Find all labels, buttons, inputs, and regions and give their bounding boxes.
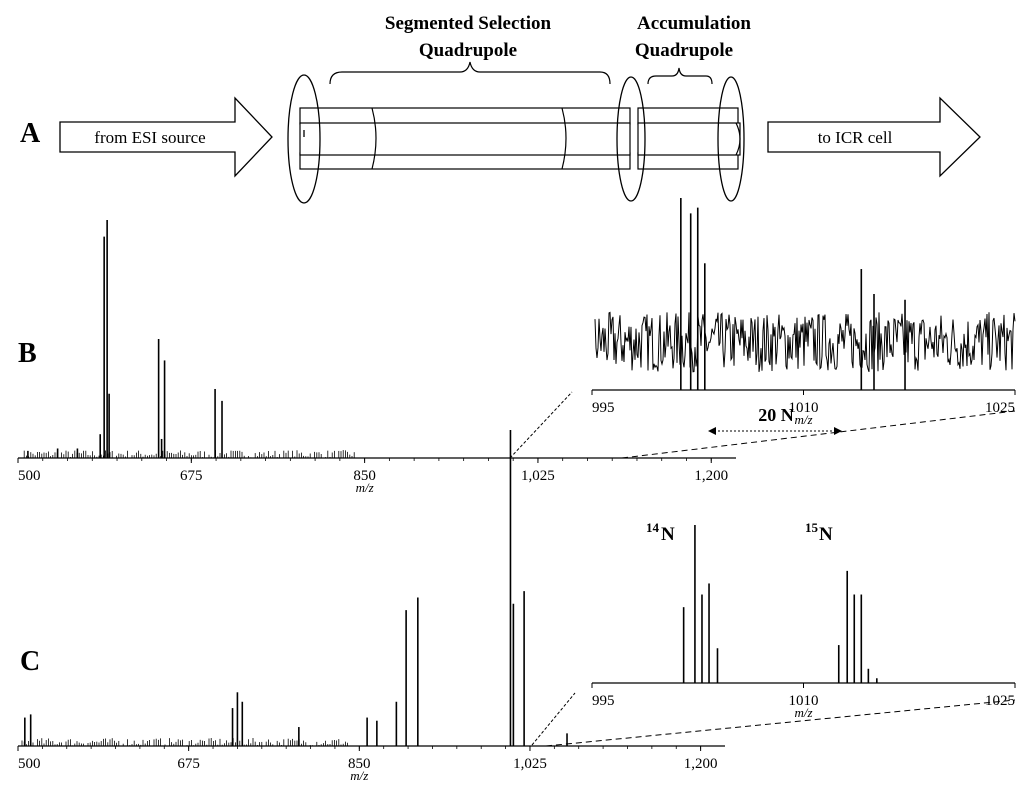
- zoom-guide-b-left: [509, 391, 573, 459]
- noise-trace: [594, 311, 1016, 373]
- selection-brace: [329, 61, 611, 85]
- exit-plate: [717, 76, 745, 202]
- x-tick-label: 1,025: [521, 468, 555, 484]
- x-tick-label: 500: [18, 468, 41, 484]
- x-tick-label: 1025: [985, 693, 1015, 709]
- selection-label-line1: Segmented Selection: [385, 13, 552, 34]
- x-tick-label: 675: [177, 756, 200, 772]
- n14-superscript: 14: [646, 520, 660, 535]
- segment-boundary-1: [371, 107, 377, 170]
- spectrum-c-main: 500 675 850 1,025 1,200 m/z: [17, 430, 725, 783]
- accumulation-rod-front: [637, 122, 741, 156]
- spectrum-b-inset: 995 1010 1025 m/z: [591, 198, 1016, 427]
- span-label: 20 N: [758, 405, 794, 425]
- x-axis-label: m/z: [356, 480, 374, 495]
- accumulation-brace: [647, 67, 713, 85]
- accumulation-rod-top: [637, 107, 739, 125]
- spectrum-b-main: 500 675 850 1,025 1,200 m/z: [17, 220, 736, 495]
- x-tick-label: 995: [592, 693, 615, 709]
- panel-b-letter: B: [18, 338, 37, 369]
- selection-rod-front: [299, 122, 631, 156]
- x-tick-label: 1025: [985, 400, 1015, 416]
- span-arrowhead-right: [834, 427, 842, 435]
- segment-boundary-2: [561, 107, 567, 170]
- zoom-guide-b-right: [621, 410, 1016, 459]
- x-axis-label: m/z: [794, 412, 812, 427]
- selection-rod-top: [299, 107, 631, 125]
- n15-superscript: 15: [805, 520, 819, 535]
- x-tick-label: 850: [348, 756, 371, 772]
- x-tick-label: 1,025: [513, 756, 547, 772]
- x-tick-label: 500: [18, 756, 41, 772]
- panel-a-letter: A: [20, 118, 41, 149]
- n14-label: N: [661, 524, 675, 545]
- x-tick-label: 1010: [789, 693, 819, 709]
- x-tick-label: 1010: [789, 400, 819, 416]
- accumulation-label-line2: Quadrupole: [635, 40, 733, 61]
- zoom-guide-c-left: [531, 692, 576, 746]
- n15-label: N: [819, 524, 833, 545]
- spectrum-c-inset: 995 1010 1025 m/z: [591, 525, 1016, 720]
- outlet-arrow: [767, 96, 981, 178]
- quadrupole-assembly: [299, 107, 741, 170]
- inlet-arrow-label: from ESI source: [94, 128, 205, 147]
- span-arrowhead-left: [708, 427, 716, 435]
- zoom-guide-c-right: [545, 699, 1016, 747]
- middle-plate: [616, 76, 646, 202]
- accumulation-label-line1: Accumulation: [637, 13, 751, 34]
- x-tick-label: 675: [180, 468, 203, 484]
- x-tick-label: 850: [353, 468, 376, 484]
- panel-c-letter: C: [20, 646, 40, 677]
- outlet-arrow-label: to ICR cell: [818, 128, 893, 147]
- x-tick-label: 995: [592, 400, 615, 416]
- x-tick-label: 1,200: [694, 468, 728, 484]
- entrance-plate: [287, 74, 321, 204]
- x-axis-label: m/z: [794, 705, 812, 720]
- inlet-arrow: [59, 96, 273, 178]
- selection-label-line2: Quadrupole: [419, 40, 517, 61]
- x-tick-label: 1,200: [684, 756, 718, 772]
- accumulation-rod-end: [735, 122, 741, 156]
- x-axis-label: m/z: [350, 768, 368, 783]
